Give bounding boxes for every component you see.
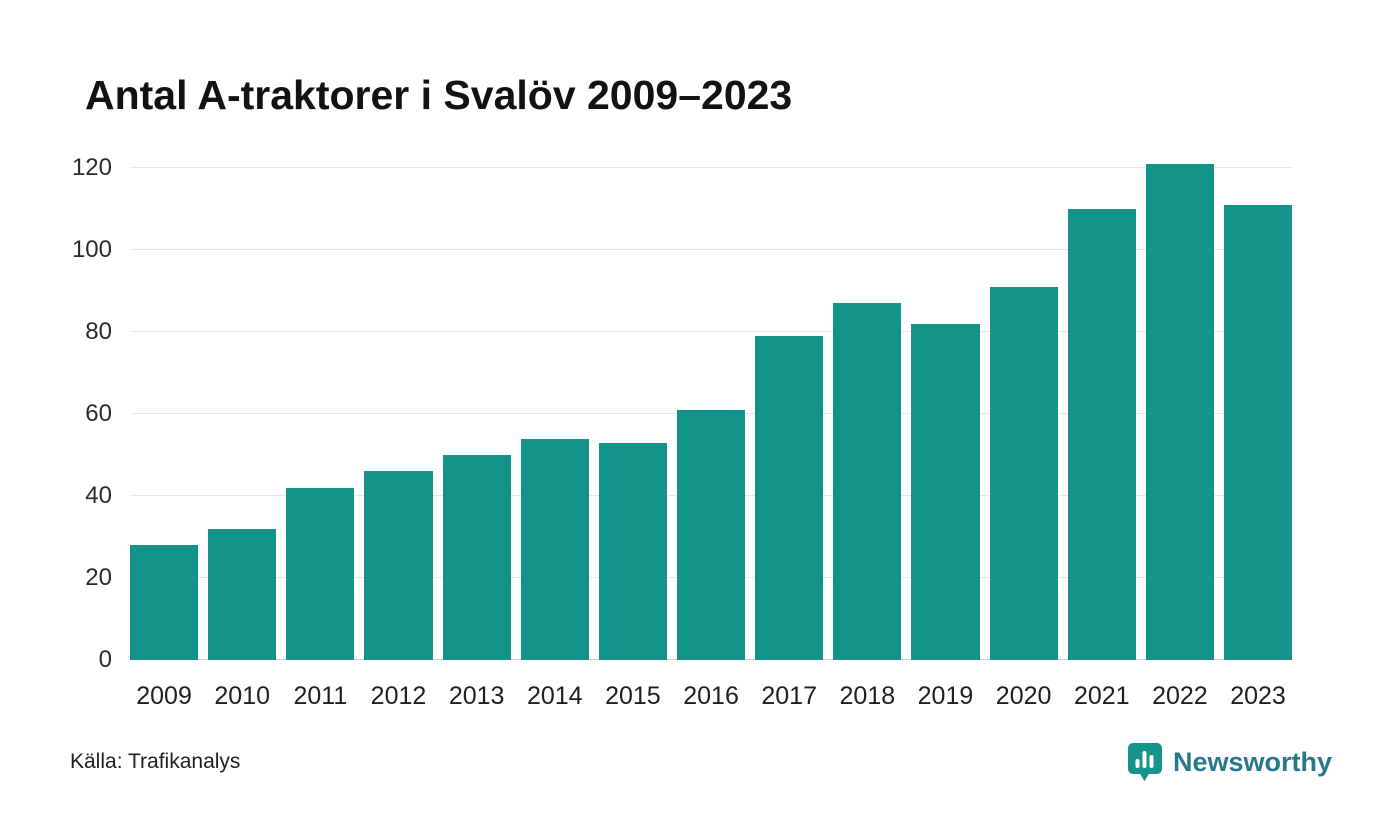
x-axis: 2009 2010 2011 2012 2013 2014 2015 2016 2017 2018… (130, 682, 1292, 711)
newsworthy-brand: Newsworthy (1127, 742, 1332, 782)
y-tick-label-60: 60 (85, 400, 112, 427)
gridline-120 (130, 167, 1292, 168)
bar-2021 (1067, 209, 1136, 660)
x-tick-label-2014: 2014 (526, 682, 583, 710)
x-tick-label-2022: 2022 (1152, 682, 1208, 710)
bar-2017 (755, 336, 824, 660)
source-label: Källa: Trafikanalys (70, 750, 241, 773)
bar-2014 (520, 439, 589, 660)
x-tick-label-2023: 2023 (1230, 682, 1286, 710)
x-tick-label-2010: 2010 (214, 682, 271, 710)
x-tick-label-2019: 2019 (917, 682, 974, 710)
x-tick-label-2011: 2011 (293, 682, 348, 710)
gridline-100 (130, 249, 1292, 250)
brand-name: Newsworthy (1172, 746, 1332, 777)
x-tick-label-2021: 2021 (1073, 682, 1130, 710)
bar-2009 (130, 545, 199, 660)
y-tick-label-120: 120 (71, 154, 112, 181)
y-axis: 0 20 40 60 80 100 120 (0, 156, 130, 672)
bar-2013 (442, 455, 511, 660)
bar-2022 (1145, 164, 1214, 660)
bar-2010 (208, 529, 277, 660)
y-tick-label-0: 0 (98, 646, 112, 673)
x-tick-label-2009: 2009 (136, 682, 192, 710)
gridline-80 (130, 331, 1292, 332)
bar-chart: 0 20 40 60 80 100 120 2009 2010 2011 2012 2013 2014… (0, 156, 1400, 711)
y-tick-label-80: 80 (85, 318, 112, 345)
newsworthy-pin-barchart-icon (1127, 742, 1163, 782)
page-title: Antal A-traktorer i Svalöv 2009–2023 (85, 72, 793, 118)
x-tick-label-2018: 2018 (839, 682, 896, 710)
x-tick-label-2012: 2012 (370, 682, 427, 710)
y-tick-label-20: 20 (85, 564, 112, 591)
bar-2011 (286, 488, 355, 660)
bar-2019 (911, 324, 980, 660)
y-tick-label-100: 100 (71, 236, 112, 263)
x-tick-label-2020: 2020 (995, 682, 1052, 710)
bar-2016 (676, 410, 746, 660)
x-tick-label-2016: 2016 (683, 682, 739, 710)
x-tick-label-2015: 2015 (605, 682, 661, 710)
bar-2018 (833, 303, 902, 660)
footer: Källa: Trafikanalys Newsworthy (0, 742, 1400, 782)
bar-series (130, 164, 1293, 660)
x-tick-label-2013: 2013 (448, 682, 505, 710)
bar-2023 (1223, 205, 1293, 660)
y-tick-label-40: 40 (85, 482, 112, 509)
x-tick-label-2017: 2017 (761, 682, 817, 710)
plot-area (130, 160, 1293, 660)
bar-2012 (364, 471, 433, 660)
bar-2020 (989, 287, 1058, 660)
bar-2015 (598, 443, 667, 660)
